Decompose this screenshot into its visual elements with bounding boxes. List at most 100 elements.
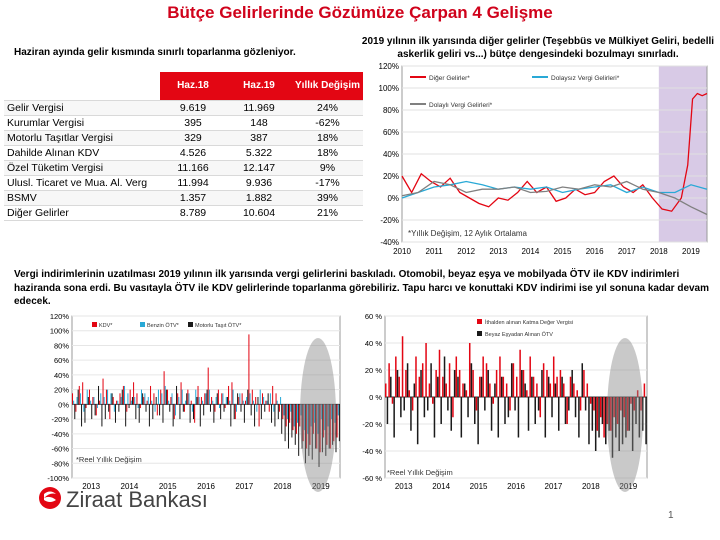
bar [190, 400, 192, 405]
bar [99, 400, 101, 405]
bar [608, 397, 610, 431]
bar [197, 385, 199, 405]
table-cell: 395 [160, 115, 226, 131]
bar [494, 383, 496, 397]
bar [207, 367, 209, 405]
bar [445, 383, 447, 397]
bar [522, 370, 525, 397]
bar [638, 397, 641, 438]
bar [500, 376, 503, 397]
table-row: Diğer Gelirler 8.789 10.604 21% [4, 205, 364, 221]
bar [224, 404, 226, 409]
bar [275, 393, 277, 405]
bar [144, 393, 146, 405]
bar [77, 389, 79, 405]
x-tick-label: 2016 [507, 482, 525, 491]
table-row: Özel Tüketim Vergisi 11.166 12.147 9% [4, 160, 364, 176]
bar [594, 397, 597, 451]
bar [281, 404, 283, 434]
bar [325, 404, 327, 456]
bar [433, 397, 436, 438]
bar [615, 397, 617, 438]
bar [143, 397, 145, 405]
bar [447, 397, 449, 411]
bar [599, 397, 602, 418]
bar [191, 404, 193, 412]
chart2-svg: 120% 100% 80% 60% 40% 20% 0% -20% -40% -60% -80% -1… [47, 312, 341, 492]
y-tick-label: 100% [379, 84, 399, 93]
bar [307, 404, 309, 434]
bar [618, 397, 620, 451]
bar [549, 383, 552, 397]
bar [442, 376, 444, 397]
y-tick-label: 120% [379, 62, 399, 71]
bar [291, 404, 293, 438]
bar [108, 404, 110, 412]
table-cell: 1.882 [226, 190, 292, 206]
bar [467, 397, 469, 418]
table-cell: 10.604 [226, 205, 292, 221]
bar [324, 404, 326, 431]
table-heading: Haziran ayında gelir kısmında sınırlı to… [14, 47, 296, 58]
bar [256, 404, 258, 412]
bar [267, 393, 269, 405]
bar [102, 378, 104, 405]
bar [137, 404, 139, 409]
bar [401, 336, 404, 397]
bar [109, 404, 111, 420]
bar [195, 389, 197, 405]
bar [492, 397, 494, 404]
bar [161, 393, 163, 405]
y-tick-label: 60 % [365, 312, 382, 321]
bar [312, 404, 314, 434]
bar [403, 397, 405, 411]
bar [613, 397, 615, 418]
legend-swatch [188, 322, 193, 327]
x-tick-label: 2019 [619, 482, 637, 491]
table-header-row: Haz.18 Haz.19 Yıllık Değişim [4, 72, 364, 101]
bar [85, 404, 87, 409]
bar [512, 363, 515, 397]
bar [148, 404, 150, 427]
bar [388, 363, 390, 397]
bar [593, 397, 595, 411]
bar [303, 404, 305, 431]
bar [231, 382, 233, 405]
bar [180, 382, 182, 405]
table-cell: 329 [160, 130, 226, 146]
legend-swatch [477, 331, 482, 336]
bar [259, 389, 261, 405]
bar [269, 393, 271, 405]
bar [237, 393, 239, 405]
bar [133, 382, 135, 405]
bar [125, 404, 127, 427]
bar [156, 404, 158, 416]
bar [273, 404, 275, 412]
bar [393, 397, 395, 438]
bar [246, 397, 248, 405]
bar [484, 397, 486, 411]
bar [338, 404, 340, 442]
bar [546, 370, 548, 397]
bar [150, 385, 152, 405]
bar [534, 397, 536, 424]
bar [502, 376, 505, 397]
bar [73, 400, 75, 405]
bar [598, 397, 600, 438]
bar [216, 393, 218, 405]
bar [241, 393, 243, 405]
legend-label: Beyaz Eşyadan Alınan ÖTV [485, 331, 553, 338]
legend-label: Dolaysız Vergi Gelirleri* [551, 75, 620, 82]
bar [122, 385, 124, 405]
bar [645, 397, 647, 445]
bar [232, 389, 234, 405]
bar [327, 404, 329, 427]
bar [542, 363, 545, 397]
bar [249, 393, 251, 405]
bar [385, 383, 387, 397]
bar [620, 397, 622, 411]
bar [606, 397, 609, 424]
bar [145, 404, 147, 412]
y-tick-label: -40% [51, 430, 69, 439]
bar [86, 389, 88, 405]
